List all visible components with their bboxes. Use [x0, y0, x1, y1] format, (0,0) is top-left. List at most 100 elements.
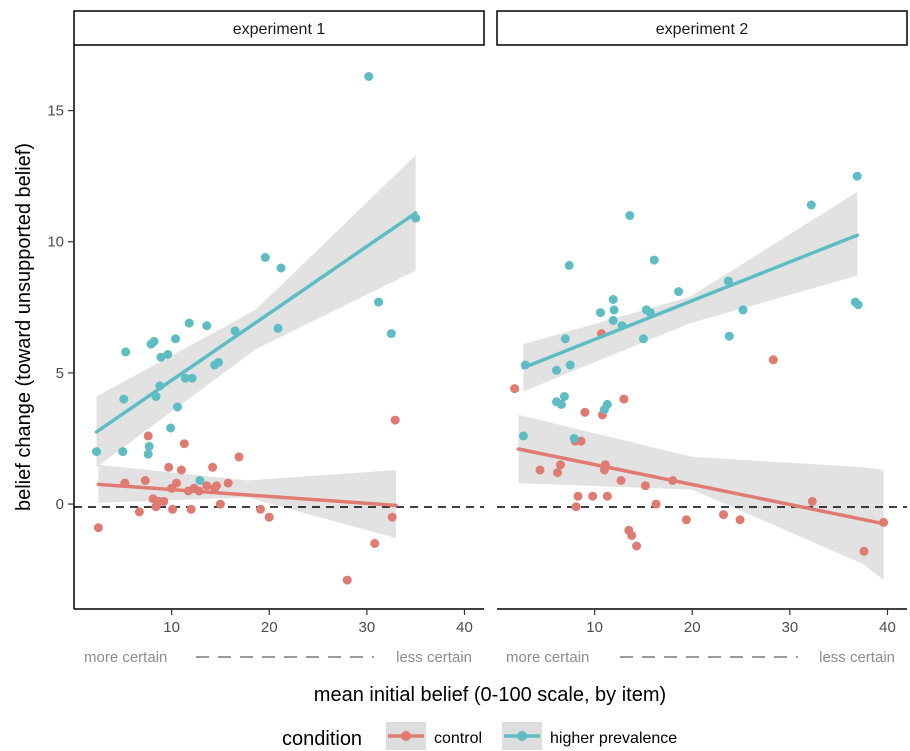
trend-line-higher-prevalence [94, 211, 418, 434]
data-point-control [390, 415, 400, 425]
y-tick-label: 5 [56, 365, 64, 382]
data-point-control [553, 468, 562, 478]
data-point-control [640, 481, 650, 491]
data-point-higher-prevalence [195, 476, 205, 485]
data-point-higher-prevalence [723, 276, 733, 286]
data-point-higher-prevalence [260, 253, 270, 262]
confidence-band-higher-prevalence [96, 155, 416, 468]
data-point-higher-prevalence [214, 357, 223, 367]
data-point-control [387, 512, 397, 522]
data-point-control [172, 478, 181, 488]
data-point-higher-prevalence [608, 315, 618, 325]
data-point-higher-prevalence [171, 334, 180, 344]
x-tick-label: 30 [359, 619, 376, 636]
data-point-higher-prevalence [674, 287, 684, 297]
data-point-control [140, 476, 150, 485]
legend-entry-control: control [386, 722, 482, 750]
data-point-higher-prevalence [273, 323, 283, 333]
data-point-control [370, 538, 380, 548]
certainty-label-more-1: more certain [84, 649, 167, 666]
data-point-higher-prevalence [596, 308, 605, 318]
certainty-label-less-2: less certain [819, 649, 895, 666]
data-point-control [807, 496, 817, 506]
legend-marker-control [401, 731, 411, 741]
facet-strip-experiment-1 [73, 10, 485, 46]
data-point-higher-prevalence [364, 72, 374, 81]
data-point-control [176, 465, 186, 475]
data-point-higher-prevalence [374, 297, 384, 307]
facet-label-experiment-1: experiment 1 [233, 21, 326, 38]
x-tick-label: 40 [879, 619, 896, 636]
x-tick-label: 10 [586, 619, 603, 636]
data-point-higher-prevalence [180, 373, 190, 383]
data-point-control [159, 496, 169, 506]
data-point-higher-prevalence [738, 305, 748, 315]
legend-label-higher-prevalence: higher prevalence [550, 730, 677, 747]
data-point-higher-prevalence [556, 399, 566, 409]
trend-line-control [96, 482, 398, 508]
data-point-control [580, 407, 590, 417]
data-point-higher-prevalence [92, 447, 101, 457]
data-point-higher-prevalence [560, 334, 570, 344]
data-point-control [202, 481, 212, 491]
data-point-control [535, 465, 545, 475]
y-tick-label: 0 [56, 496, 64, 513]
data-point-higher-prevalence [724, 331, 734, 341]
data-point-control [627, 531, 637, 540]
data-point-control [719, 510, 728, 520]
data-point-higher-prevalence [166, 423, 176, 433]
data-point-higher-prevalence [625, 211, 635, 220]
data-point-control [186, 504, 196, 514]
data-points [510, 171, 889, 556]
data-point-higher-prevalence [518, 431, 528, 441]
data-point-higher-prevalence [118, 447, 128, 457]
data-point-control [256, 504, 265, 514]
y-tick-label: 15 [47, 103, 64, 120]
data-point-higher-prevalence [163, 350, 173, 359]
legend-entry-higher-prevalence: higher prevalence [502, 722, 677, 750]
trend-line-higher-prevalence [521, 233, 859, 370]
x-tick-label: 40 [456, 619, 473, 636]
data-point-higher-prevalence [565, 360, 575, 370]
data-point-higher-prevalence [184, 318, 194, 328]
trend-line-control [516, 447, 886, 526]
x-tick-label: 10 [163, 619, 180, 636]
legend-title: condition [282, 728, 362, 750]
data-point-higher-prevalence [144, 441, 154, 451]
confidence-bands [518, 191, 884, 581]
certainty-label-more-2: more certain [506, 649, 589, 666]
data-point-higher-prevalence [559, 392, 569, 401]
x-tick-label: 20 [261, 619, 278, 636]
trend-lines [516, 233, 886, 526]
legend-label-control: control [434, 730, 482, 747]
data-point-higher-prevalence [386, 329, 396, 339]
data-point-control [208, 462, 218, 472]
legend-marker-higher-prevalence [517, 731, 527, 741]
certainty-label-less-1: less certain [396, 649, 472, 666]
facet-strip-experiment-2 [496, 10, 908, 46]
y-tick-label: 10 [47, 234, 64, 251]
data-point-control [571, 502, 581, 512]
data-point-control [264, 512, 274, 522]
y-axis-title: belief change (toward unsupported belief… [13, 143, 35, 511]
data-point-control [143, 431, 153, 441]
data-point-control [619, 394, 629, 404]
data-point-control [859, 546, 869, 556]
data-point-control [556, 460, 565, 470]
y-axis-ticks: 0 5 10 15 [47, 103, 74, 513]
data-point-control [215, 499, 225, 509]
data-point-higher-prevalence [173, 402, 182, 412]
panel-experiment-1: experiment 1 10 20 30 40 0 5 10 15 more certai… [47, 10, 485, 666]
x-axis-ticks: 10 20 30 40 [163, 609, 473, 636]
x-tick-label: 30 [782, 619, 799, 636]
data-point-higher-prevalence [853, 300, 863, 310]
confidence-band-control [518, 414, 884, 581]
data-point-control [223, 478, 233, 488]
data-point-control [651, 499, 661, 509]
data-point-control [342, 575, 352, 585]
data-point-higher-prevalence [276, 263, 286, 273]
data-point-control [768, 355, 778, 365]
data-point-higher-prevalence [638, 334, 648, 344]
x-tick-label: 20 [684, 619, 701, 636]
